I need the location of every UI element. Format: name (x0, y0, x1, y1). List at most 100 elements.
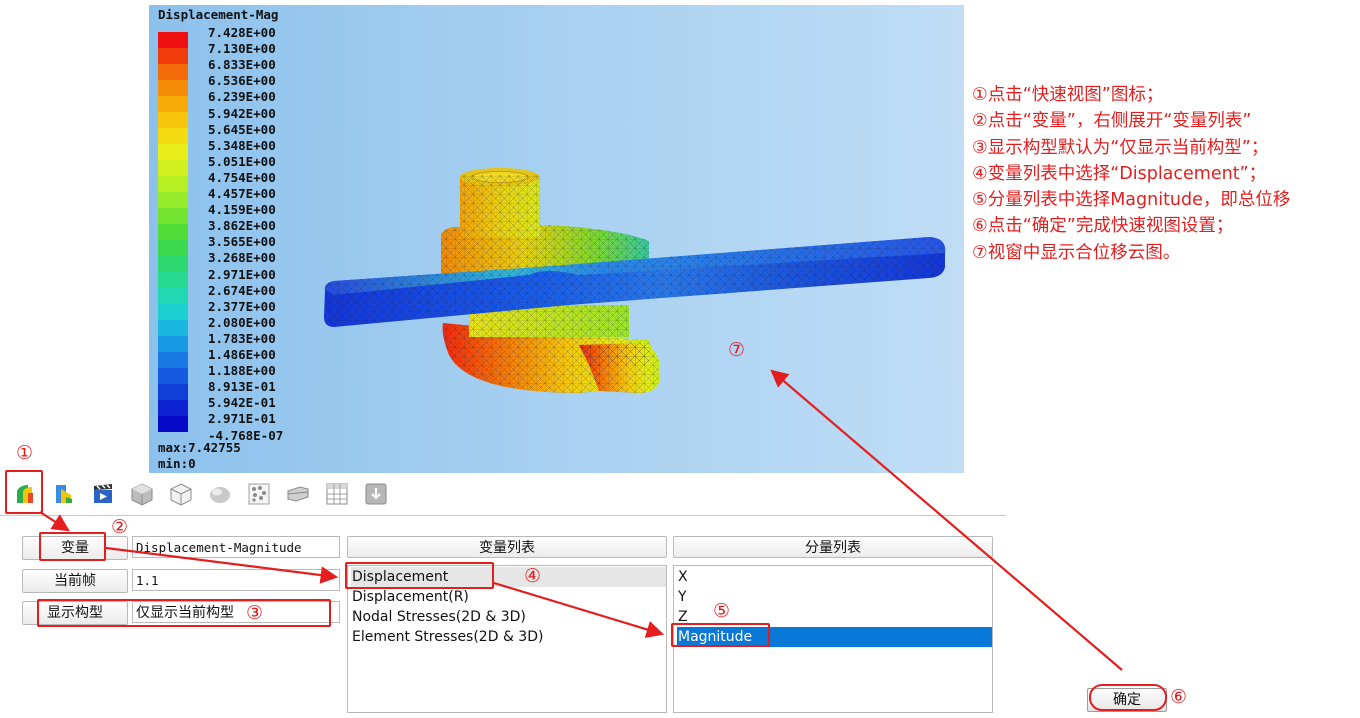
export-icon[interactable] (363, 481, 389, 507)
legend-swatch (158, 128, 188, 144)
legend-max: max:7.42755 (158, 440, 241, 455)
legend-value: 5.942E-01 (208, 395, 276, 411)
marker-4: ④ (524, 565, 542, 587)
legend-value: 7.428E+00 (208, 25, 276, 40)
result-viewport[interactable]: Displacement-Mag 7.428E+00 7.130E+00 6.833… (149, 5, 964, 473)
highlight-box-magnitude (671, 623, 770, 647)
marker-7: ⑦ (728, 339, 746, 361)
legend-value: 6.536E+00 (208, 73, 276, 89)
legend-value: 5.645E+00 (208, 121, 276, 137)
marker-5: ⑤ (713, 600, 731, 622)
legend-value: 2.674E+00 (208, 282, 276, 298)
legend-swatch (158, 192, 188, 208)
legend-max-min: max:7.42755 min:0 (158, 440, 241, 472)
legend-value: 2.080E+00 (208, 314, 276, 330)
variable-item-displacement-r[interactable]: Displacement(R) (352, 589, 469, 605)
instruction-step-6: ⑥点击“确定”完成快速视图设置； (972, 216, 1234, 237)
legend-value: 3.268E+00 (208, 250, 276, 266)
legend-swatch (158, 272, 188, 288)
variable-item-nodal-stresses[interactable]: Nodal Stresses(2D & 3D) (352, 609, 526, 625)
legend-swatch (158, 368, 188, 384)
legend-swatch (158, 384, 188, 400)
legend-swatch (158, 160, 188, 176)
legend-value: 5.348E+00 (208, 137, 276, 153)
legend-value: 3.862E+00 (208, 218, 276, 234)
instruction-step-1: ①点击“快速视图”图标； (972, 85, 1164, 105)
instruction-list: ①点击“快速视图”图标； ②点击“变量”，右侧展开“变量列表” ③显示构型默认为… (972, 82, 1290, 266)
instruction-step-3: ③显示构型默认为“仅显示当前构型”； (972, 137, 1269, 158)
legend-color-bar (158, 32, 188, 432)
legend-swatch (158, 416, 188, 432)
legend-value: 4.159E+00 (208, 202, 276, 218)
legend-value: 8.913E-01 (208, 379, 276, 395)
legend-swatch (158, 48, 188, 64)
legend-swatch (158, 80, 188, 96)
variable-field[interactable]: Displacement-Magnitude (132, 536, 340, 558)
cube-wire-icon[interactable] (168, 481, 194, 507)
variable-item-element-stresses[interactable]: Element Stresses(2D & 3D) (352, 629, 544, 645)
contour-alt-icon[interactable] (51, 481, 77, 507)
legend-swatch (158, 96, 188, 112)
legend-value: 5.942E+00 (208, 105, 276, 121)
current-frame-button[interactable]: 当前帧 (22, 569, 128, 593)
component-item-z[interactable]: Z (678, 609, 688, 625)
legend-swatch (158, 176, 188, 192)
legend-swatch (158, 256, 188, 272)
legend-title: Displacement-Mag (158, 7, 279, 22)
instruction-step-2: ②点击“变量”，右侧展开“变量列表” (972, 111, 1252, 132)
sphere-icon[interactable] (207, 481, 233, 507)
component-item-x[interactable]: X (678, 569, 688, 585)
legend-value: 6.833E+00 (208, 57, 276, 73)
legend-swatch (158, 304, 188, 320)
legend-swatch (158, 224, 188, 240)
legend-value: 2.377E+00 (208, 298, 276, 314)
marker-6: ⑥ (1170, 686, 1188, 708)
legend-swatch (158, 400, 188, 416)
highlight-box-config (37, 599, 331, 627)
legend-swatch (158, 208, 188, 224)
marker-1: ① (16, 442, 34, 464)
legend-swatch (158, 336, 188, 352)
display-config-button[interactable]: 显示构型 (22, 601, 128, 625)
toolbar-separator (0, 515, 1006, 516)
animation-icon[interactable] (90, 481, 116, 507)
marker-3: ③ (246, 602, 264, 624)
display-config-field[interactable]: 仅显示当前构型 (132, 601, 340, 623)
legend-value: 7.130E+00 (208, 41, 276, 57)
highlight-box-variable (39, 532, 106, 561)
legend-swatch (158, 320, 188, 336)
current-frame-field[interactable]: 1.1 (132, 569, 340, 591)
legend-swatch (158, 240, 188, 256)
legend-value: 2.971E+00 (208, 266, 276, 282)
instruction-step-4: ④变量列表中选择“Displacement”； (972, 163, 1267, 184)
highlight-box-displacement (345, 562, 494, 589)
legend-value: 6.239E+00 (208, 89, 276, 105)
marker-2: ② (111, 516, 129, 538)
contour-icon[interactable] (12, 481, 38, 507)
legend-swatch (158, 352, 188, 368)
variable-list-header: 变量列表 (347, 536, 667, 558)
legend-value: 3.565E+00 (208, 234, 276, 250)
section-icon[interactable] (285, 481, 311, 507)
particles-icon[interactable] (246, 481, 272, 507)
cube-solid-icon[interactable] (129, 481, 155, 507)
instruction-step-7: ⑦视窗中显示合位移云图。 (972, 242, 1181, 263)
legend-value: 2.971E-01 (208, 411, 276, 427)
legend-value: 5.051E+00 (208, 153, 276, 169)
legend-swatch (158, 32, 188, 48)
table-icon[interactable] (324, 481, 350, 507)
highlight-box-contour (5, 470, 43, 514)
legend-value: 1.783E+00 (208, 330, 276, 346)
highlight-box-ok (1089, 684, 1167, 711)
legend-swatch (158, 112, 188, 128)
legend-swatch (158, 144, 188, 160)
displacement-contour-model (324, 168, 946, 393)
component-item-y[interactable]: Y (678, 589, 687, 605)
legend-min: min:0 (158, 456, 196, 471)
legend-value: 4.754E+00 (208, 169, 276, 185)
legend-value: 1.188E+00 (208, 363, 276, 379)
legend-swatch (158, 64, 188, 80)
legend-swatch (158, 288, 188, 304)
instruction-step-5: ⑤分量列表中选择Magnitude，即总位移 (972, 190, 1291, 211)
legend-value: -4.768E-07 (208, 427, 284, 443)
